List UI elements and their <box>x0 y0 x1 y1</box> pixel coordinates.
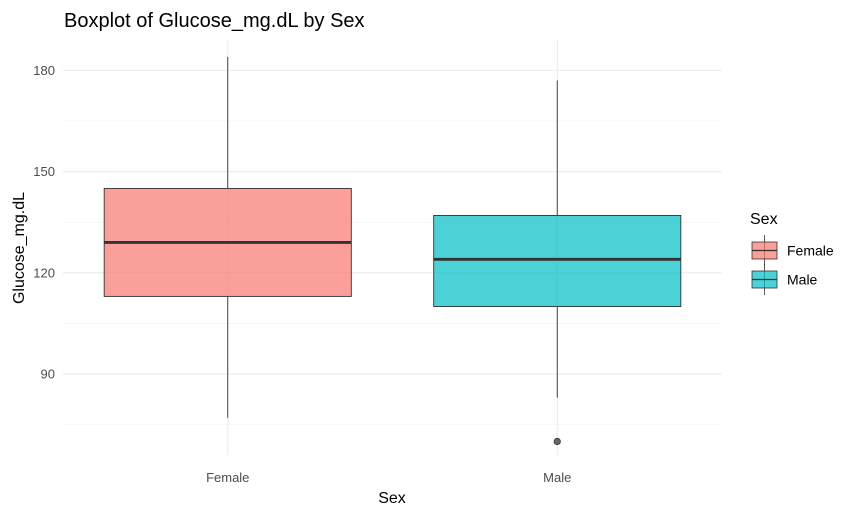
box-group <box>103 56 352 418</box>
legend-label: Female <box>787 243 834 259</box>
legend-title: Sex <box>750 211 778 228</box>
box-rect <box>433 214 682 307</box>
box-group <box>433 80 682 446</box>
y-tick-label: 120 <box>33 265 55 280</box>
y-tick-label: 90 <box>41 367 55 382</box>
x-tick-label: Female <box>206 470 249 485</box>
x-tick-label: Male <box>543 470 571 485</box>
chart-title: Boxplot of Glucose_mg.dL by Sex <box>64 10 365 32</box>
y-axis-title: Glucose_mg.dL <box>11 192 28 304</box>
y-tick-label: 180 <box>33 63 55 78</box>
boxes <box>103 56 682 446</box>
x-tick-labels: Female Male <box>206 470 571 485</box>
legend: Sex Female Male <box>750 211 834 295</box>
outlier-point <box>553 437 561 446</box>
y-tick-label: 150 <box>33 164 55 179</box>
legend-label: Male <box>787 272 818 288</box>
y-tick-labels: 90 120 150 180 <box>33 63 55 382</box>
legend-entry: Male <box>751 264 818 295</box>
x-axis-title: Sex <box>378 490 406 507</box>
legend-entry: Female <box>751 235 834 266</box>
